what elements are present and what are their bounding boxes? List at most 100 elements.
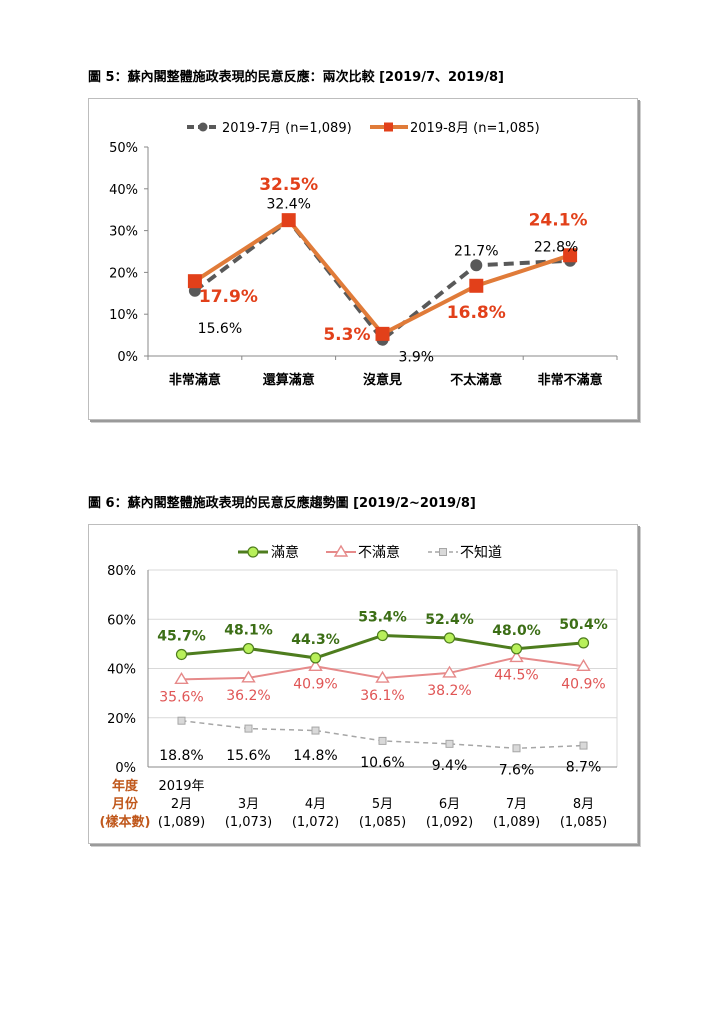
chart2-x-tick-label: 3月 xyxy=(238,797,259,812)
chart2-point-satisfied xyxy=(510,643,523,655)
chart2-year-label: 2019年 xyxy=(158,779,204,794)
chart1-data-label-aug: 24.1% xyxy=(529,210,588,230)
chart1-data-label-jul: 3.9% xyxy=(399,350,435,366)
chart2-legend-marker-unknown xyxy=(439,548,447,556)
chart1-y-tick-label: 30% xyxy=(109,225,138,240)
chart1-x-tick-label: 沒意見 xyxy=(363,372,402,388)
chart2-y-tick-label: 80% xyxy=(107,564,136,579)
chart2-sample-size-label: (1,085) xyxy=(359,815,406,830)
chart2-point-unknown xyxy=(311,726,320,735)
chart1-point-aug xyxy=(469,278,484,293)
chart1-data-label-aug: 17.9% xyxy=(199,287,258,307)
chart2-point-unknown xyxy=(579,741,588,750)
chart2-data-label-dissatisfied: 35.6% xyxy=(159,689,203,705)
chart1-legend-marker-jul xyxy=(198,122,208,132)
chart1-legend-label-aug: 2019-8月 (n=1,085) xyxy=(410,121,540,136)
chart2-data-label-unknown: 9.4% xyxy=(432,758,468,774)
chart2-data-label-satisfied: 48.0% xyxy=(492,623,541,639)
chart2-data-label-dissatisfied: 36.2% xyxy=(226,688,270,704)
chart2-data-label-unknown: 15.6% xyxy=(226,748,270,764)
chart2-point-dissatisfied xyxy=(241,670,256,683)
chart2-data-label-satisfied: 53.4% xyxy=(358,610,407,626)
chart2-y-tick-label: 0% xyxy=(115,761,136,776)
chart2-x-tick-label: 8月 xyxy=(573,797,594,812)
chart2-data-label-dissatisfied: 44.5% xyxy=(494,667,538,683)
chart2-point-dissatisfied xyxy=(308,658,323,671)
chart1-point-aug xyxy=(281,213,296,228)
chart2-data-label-satisfied: 52.4% xyxy=(425,612,474,628)
chart2-point-unknown xyxy=(512,744,521,753)
chart1-y-tick-label: 40% xyxy=(109,183,138,198)
chart1-x-tick-label: 非常滿意 xyxy=(169,372,221,388)
chart2-legend-marker-dissatisfied xyxy=(333,544,349,557)
chart2-point-dissatisfied xyxy=(509,650,524,663)
chart2-legend-label-unknown: 不知道 xyxy=(460,544,502,561)
chart1-data-label-jul: 22.8% xyxy=(534,240,578,256)
chart2-legend-label-dissatisfied: 不滿意 xyxy=(358,544,400,561)
chart2-data-label-dissatisfied: 36.1% xyxy=(360,688,404,704)
chart1-data-label-jul: 15.6% xyxy=(198,321,242,337)
chart2-point-satisfied xyxy=(376,629,389,642)
chart2-point-satisfied xyxy=(309,652,322,664)
chart1-point-aug xyxy=(375,326,390,341)
chart1-y-tick-label: 0% xyxy=(117,350,138,365)
chart2-x-tick-label: 4月 xyxy=(305,797,326,812)
chart1-legend-label-jul: 2019-7月 (n=1,089) xyxy=(222,121,352,136)
chart2-y-tick-label: 20% xyxy=(107,712,136,727)
chart2-legend-label-satisfied: 滿意 xyxy=(271,544,299,561)
chart1-y-tick-label: 20% xyxy=(109,266,138,281)
chart2-legend-marker-satisfied xyxy=(247,546,259,558)
chart2-data-label-unknown: 10.6% xyxy=(360,755,404,771)
chart2-point-unknown xyxy=(445,739,454,748)
chart1-point-aug xyxy=(187,274,202,289)
chart2-row-header: (樣本數) xyxy=(100,814,151,830)
chart2-sample-size-label: (1,089) xyxy=(493,815,540,830)
chart2-sample-size-label: (1,089) xyxy=(158,815,205,830)
figure2-caption: 圖 6：蘇內閣整體施政表現的民意反應趨勢圖 [2019/2~2019/8] xyxy=(88,496,476,511)
chart2-point-unknown xyxy=(378,736,387,745)
chart2-point-dissatisfied xyxy=(442,665,457,678)
chart2-point-satisfied xyxy=(443,632,456,644)
chart2-point-dissatisfied xyxy=(375,670,390,683)
chart2-data-label-satisfied: 44.3% xyxy=(291,632,340,648)
chart2-sample-size-label: (1,092) xyxy=(426,815,473,830)
chart1-legend-marker-aug xyxy=(384,122,393,132)
chart1-y-tick-label: 50% xyxy=(109,141,138,156)
chart2-row-header: 月份 xyxy=(111,796,139,812)
chart2-x-tick-label: 2月 xyxy=(171,797,192,812)
chart1-x-tick-label: 不太滿意 xyxy=(450,372,502,388)
chart1-x-tick-label: 還算滿意 xyxy=(263,372,315,388)
chart1-point-jul xyxy=(470,259,483,272)
chart1-data-label-aug: 16.8% xyxy=(447,303,506,323)
chart2-y-tick-label: 40% xyxy=(107,663,136,678)
chart2-x-tick-label: 7月 xyxy=(506,797,527,812)
chart2-data-label-satisfied: 50.4% xyxy=(559,617,608,633)
chart2-sample-size-label: (1,085) xyxy=(560,815,607,830)
chart2-data-label-unknown: 8.7% xyxy=(566,760,602,776)
chart2-data-label-unknown: 14.8% xyxy=(293,748,337,764)
chart1-x-tick-label: 非常不滿意 xyxy=(538,372,603,388)
chart2-data-label-dissatisfied: 38.2% xyxy=(427,683,471,699)
chart1-series-jul-line xyxy=(193,217,571,343)
chart2-point-satisfied xyxy=(175,648,188,661)
chart2-row-header: 年度 xyxy=(112,778,139,794)
chart2-y-tick-label: 60% xyxy=(107,613,136,628)
chart2-point-satisfied xyxy=(577,637,590,649)
chart2-data-label-unknown: 18.8% xyxy=(159,748,203,764)
chart1-frame xyxy=(88,98,638,420)
chart2-data-label-dissatisfied: 40.9% xyxy=(561,676,605,692)
chart2-x-tick-label: 5月 xyxy=(372,797,393,812)
chart1-data-label-aug: 5.3% xyxy=(323,325,370,345)
chart1-data-label-jul: 21.7% xyxy=(454,243,498,259)
chart2-data-label-satisfied: 48.1% xyxy=(224,623,273,639)
chart2-sample-size-label: (1,073) xyxy=(225,815,272,830)
chart1-data-label-jul: 32.4% xyxy=(266,197,310,213)
chart1-point-aug xyxy=(563,248,578,263)
chart2-data-label-satisfied: 45.7% xyxy=(157,628,206,644)
chart2-data-label-dissatisfied: 40.9% xyxy=(293,676,337,692)
chart2-sample-size-label: (1,072) xyxy=(292,815,339,830)
chart1-y-tick-label: 10% xyxy=(109,308,138,323)
chart2-point-satisfied xyxy=(242,642,255,655)
